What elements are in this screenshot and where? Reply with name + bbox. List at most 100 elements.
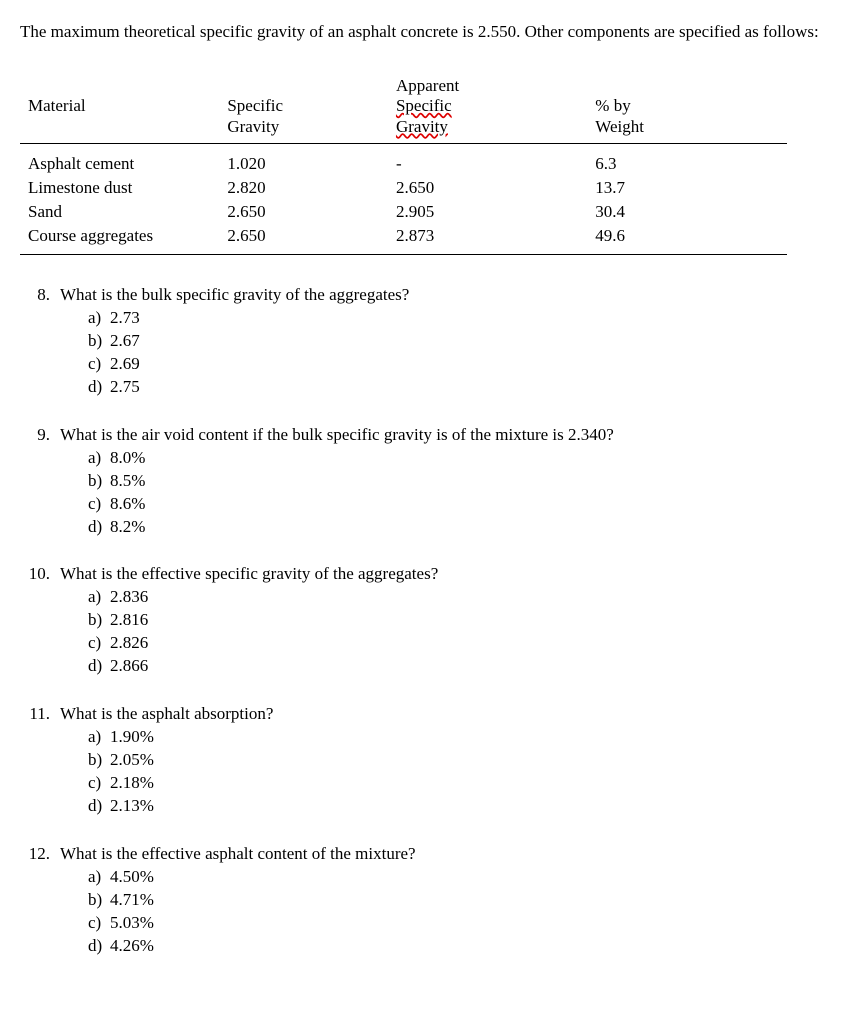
option-item[interactable]: a)1.90% bbox=[88, 726, 827, 749]
option-label: d) bbox=[88, 795, 110, 818]
option-text: 2.67 bbox=[110, 330, 827, 353]
header-sg-1: Specific bbox=[227, 96, 380, 116]
option-item[interactable]: c)8.6% bbox=[88, 493, 827, 516]
question-block: 11.What is the asphalt absorption?a)1.90… bbox=[20, 704, 827, 818]
option-item[interactable]: b)2.816 bbox=[88, 609, 827, 632]
question-row: 8.What is the bulk specific gravity of t… bbox=[20, 285, 827, 305]
options-list: a)1.90%b)2.05%c)2.18%d)2.13% bbox=[88, 726, 827, 818]
cell-sg: 2.820 bbox=[219, 176, 388, 200]
header-asg-2: Gravity bbox=[396, 117, 448, 136]
cell-asg: 2.650 bbox=[388, 176, 587, 200]
col-header-percent-by-weight: % by Weight bbox=[587, 74, 786, 144]
table-row: Course aggregates 2.650 2.873 49.6 bbox=[20, 224, 787, 255]
option-item[interactable]: c)2.18% bbox=[88, 772, 827, 795]
option-text: 2.75 bbox=[110, 376, 827, 399]
option-label: b) bbox=[88, 330, 110, 353]
question-number: 12. bbox=[20, 844, 60, 864]
header-material: Material bbox=[28, 96, 211, 116]
col-header-specific-gravity: Specific Gravity bbox=[219, 74, 388, 144]
cell-wt: 30.4 bbox=[587, 200, 786, 224]
option-label: a) bbox=[88, 307, 110, 330]
option-text: 8.0% bbox=[110, 447, 827, 470]
option-item[interactable]: a)2.836 bbox=[88, 586, 827, 609]
header-sg-2: Gravity bbox=[227, 117, 380, 137]
option-item[interactable]: d)2.13% bbox=[88, 795, 827, 818]
option-label: d) bbox=[88, 655, 110, 678]
option-text: 2.69 bbox=[110, 353, 827, 376]
options-list: a)4.50%b)4.71%c)5.03%d)4.26% bbox=[88, 866, 827, 958]
option-label: b) bbox=[88, 470, 110, 493]
question-row: 10.What is the effective specific gravit… bbox=[20, 564, 827, 584]
option-item[interactable]: b)2.67 bbox=[88, 330, 827, 353]
option-text: 8.6% bbox=[110, 493, 827, 516]
question-number: 10. bbox=[20, 564, 60, 584]
question-number: 11. bbox=[20, 704, 60, 724]
option-text: 4.71% bbox=[110, 889, 827, 912]
questions-section: 8.What is the bulk specific gravity of t… bbox=[20, 285, 827, 958]
option-item[interactable]: d)2.75 bbox=[88, 376, 827, 399]
option-label: a) bbox=[88, 866, 110, 889]
option-text: 2.826 bbox=[110, 632, 827, 655]
option-label: b) bbox=[88, 889, 110, 912]
option-text: 5.03% bbox=[110, 912, 827, 935]
col-header-apparent-specific-gravity: Apparent Specific Gravity bbox=[388, 74, 587, 144]
table-row: Sand 2.650 2.905 30.4 bbox=[20, 200, 787, 224]
cell-sg: 2.650 bbox=[219, 200, 388, 224]
question-row: 9.What is the air void content if the bu… bbox=[20, 425, 827, 445]
option-text: 8.2% bbox=[110, 516, 827, 539]
option-item[interactable]: b)4.71% bbox=[88, 889, 827, 912]
table-header-row: Material Specific Gravity Apparent Speci… bbox=[20, 74, 787, 144]
cell-material: Sand bbox=[20, 200, 219, 224]
header-asg-0: Apparent bbox=[396, 76, 579, 96]
option-label: c) bbox=[88, 353, 110, 376]
question-block: 8.What is the bulk specific gravity of t… bbox=[20, 285, 827, 399]
cell-asg: - bbox=[388, 143, 587, 176]
options-list: a)2.73b)2.67c)2.69d)2.75 bbox=[88, 307, 827, 399]
question-text: What is the effective asphalt content of… bbox=[60, 844, 827, 864]
option-text: 2.13% bbox=[110, 795, 827, 818]
option-text: 2.18% bbox=[110, 772, 827, 795]
header-wt-1: % by bbox=[595, 96, 778, 116]
option-item[interactable]: c)2.69 bbox=[88, 353, 827, 376]
option-item[interactable]: d)2.866 bbox=[88, 655, 827, 678]
header-asg-1: Specific bbox=[396, 96, 452, 115]
option-label: b) bbox=[88, 749, 110, 772]
cell-material: Limestone dust bbox=[20, 176, 219, 200]
intro-text: The maximum theoretical specific gravity… bbox=[20, 20, 827, 44]
option-label: d) bbox=[88, 376, 110, 399]
option-label: a) bbox=[88, 586, 110, 609]
cell-wt: 13.7 bbox=[587, 176, 786, 200]
header-wt-2: Weight bbox=[595, 117, 778, 137]
cell-asg: 2.873 bbox=[388, 224, 587, 255]
option-item[interactable]: a)2.73 bbox=[88, 307, 827, 330]
table-row: Limestone dust 2.820 2.650 13.7 bbox=[20, 176, 787, 200]
option-text: 2.05% bbox=[110, 749, 827, 772]
col-header-material: Material bbox=[20, 74, 219, 144]
option-label: c) bbox=[88, 912, 110, 935]
option-item[interactable]: d)8.2% bbox=[88, 516, 827, 539]
materials-table: Material Specific Gravity Apparent Speci… bbox=[20, 74, 787, 255]
option-item[interactable]: b)8.5% bbox=[88, 470, 827, 493]
question-row: 11.What is the asphalt absorption? bbox=[20, 704, 827, 724]
option-item[interactable]: a)8.0% bbox=[88, 447, 827, 470]
options-list: a)2.836b)2.816c)2.826d)2.866 bbox=[88, 586, 827, 678]
option-item[interactable]: c)2.826 bbox=[88, 632, 827, 655]
option-item[interactable]: b)2.05% bbox=[88, 749, 827, 772]
option-item[interactable]: c)5.03% bbox=[88, 912, 827, 935]
question-text: What is the air void content if the bulk… bbox=[60, 425, 827, 445]
option-text: 2.866 bbox=[110, 655, 827, 678]
option-text: 8.5% bbox=[110, 470, 827, 493]
option-item[interactable]: d)4.26% bbox=[88, 935, 827, 958]
option-label: c) bbox=[88, 632, 110, 655]
question-text: What is the bulk specific gravity of the… bbox=[60, 285, 827, 305]
question-row: 12.What is the effective asphalt content… bbox=[20, 844, 827, 864]
question-text: What is the asphalt absorption? bbox=[60, 704, 827, 724]
option-label: d) bbox=[88, 935, 110, 958]
option-label: d) bbox=[88, 516, 110, 539]
option-text: 4.50% bbox=[110, 866, 827, 889]
cell-sg: 1.020 bbox=[219, 143, 388, 176]
option-text: 2.73 bbox=[110, 307, 827, 330]
cell-material: Course aggregates bbox=[20, 224, 219, 255]
question-block: 9.What is the air void content if the bu… bbox=[20, 425, 827, 539]
option-item[interactable]: a)4.50% bbox=[88, 866, 827, 889]
